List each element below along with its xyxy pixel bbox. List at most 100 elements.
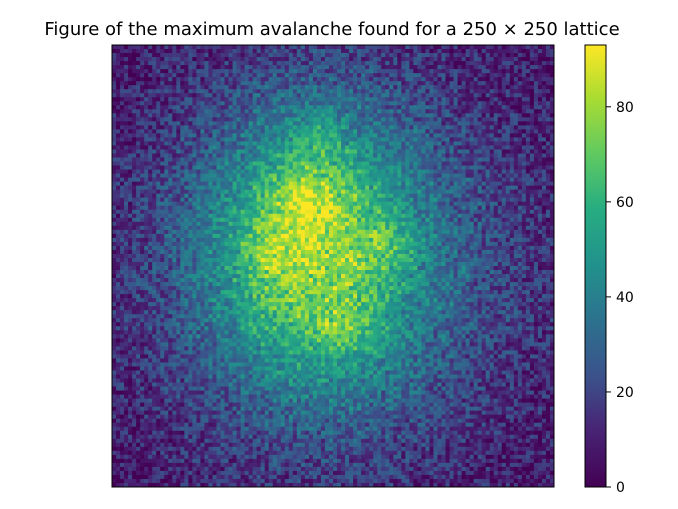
heatmap-cell [469, 181, 475, 187]
heatmap-cell [176, 109, 181, 114]
heatmap-cell [240, 181, 245, 187]
heatmap-cell [385, 137, 390, 142]
heatmap-cell [461, 185, 466, 191]
heatmap-cell [481, 209, 487, 215]
heatmap-cell [433, 133, 438, 138]
heatmap-cell [160, 161, 165, 166]
heatmap-cell [316, 213, 322, 219]
heatmap-cell [112, 221, 117, 227]
heatmap-cell [244, 145, 250, 150]
heatmap-cell [212, 157, 217, 162]
heatmap-cell [176, 177, 181, 183]
heatmap-cell [304, 137, 310, 142]
heatmap-cell [497, 161, 503, 166]
heatmap-cell [132, 149, 137, 154]
heatmap-cell [525, 81, 531, 86]
heatmap-cell [477, 45, 483, 50]
heatmap-cell [453, 205, 458, 211]
heatmap-cell [260, 133, 266, 138]
heatmap-cell [284, 61, 290, 66]
heatmap-cell [349, 89, 354, 94]
heatmap-cell [192, 217, 197, 223]
heatmap-cell [172, 109, 177, 114]
heatmap-cell [264, 193, 270, 199]
heatmap-cell [461, 157, 466, 162]
heatmap-cell [537, 125, 543, 130]
heatmap-cell [357, 149, 362, 154]
heatmap-cell [517, 145, 523, 150]
heatmap-cell [405, 161, 410, 166]
heatmap-cell [369, 145, 374, 150]
heatmap-cell [244, 117, 250, 122]
heatmap-cell [429, 73, 434, 78]
heatmap-cell [204, 93, 209, 98]
heatmap-cell [284, 177, 290, 183]
heatmap-cell [144, 197, 149, 203]
heatmap-cell [361, 221, 366, 227]
heatmap-cell [345, 177, 350, 183]
heatmap-cell [236, 141, 241, 146]
heatmap-cell [389, 209, 394, 215]
heatmap-cell [537, 157, 543, 162]
heatmap-cell [333, 197, 338, 203]
heatmap-cell [353, 133, 358, 138]
heatmap-cell [497, 141, 503, 146]
heatmap-cell [409, 45, 414, 50]
heatmap-cell [292, 157, 298, 162]
heatmap-cell [409, 213, 414, 219]
heatmap-cell [220, 225, 225, 231]
heatmap-cell [373, 177, 378, 183]
heatmap-cell [537, 173, 543, 178]
heatmap-cell [433, 73, 438, 78]
heatmap-cell [228, 205, 233, 211]
heatmap-cell [449, 93, 454, 98]
heatmap-cell [465, 125, 471, 130]
heatmap-cell [232, 181, 237, 187]
heatmap-cell [288, 65, 294, 70]
heatmap-cell [517, 97, 523, 102]
heatmap-cell [272, 45, 278, 50]
heatmap-cell [156, 209, 161, 215]
heatmap-cell [457, 137, 462, 142]
heatmap-cell [333, 85, 338, 90]
heatmap-cell [421, 101, 426, 106]
heatmap-cell [449, 117, 454, 122]
heatmap-cell [316, 133, 322, 138]
heatmap-cell [493, 61, 499, 66]
heatmap-cell [172, 157, 177, 162]
heatmap-cell [180, 181, 185, 187]
heatmap-cell [208, 217, 213, 223]
heatmap-cell [244, 113, 250, 118]
heatmap-cell [116, 105, 121, 110]
heatmap-cell [501, 173, 507, 178]
heatmap-cell [533, 201, 539, 207]
heatmap-cell [505, 77, 511, 82]
heatmap-cell [276, 117, 282, 122]
heatmap-cell [180, 141, 185, 146]
heatmap-cell [493, 181, 499, 187]
heatmap-cell [164, 105, 169, 110]
heatmap-cell [345, 181, 350, 187]
heatmap-cell [200, 221, 205, 227]
heatmap-cell [545, 153, 551, 158]
heatmap-cell [176, 149, 181, 154]
heatmap-cell [204, 169, 209, 174]
heatmap-cell [429, 117, 434, 122]
heatmap-cell [252, 209, 258, 215]
heatmap-cell [124, 73, 129, 78]
heatmap-cell [389, 193, 394, 199]
heatmap-cell [425, 81, 430, 86]
heatmap-cell [136, 157, 141, 162]
heatmap-cell [176, 153, 181, 158]
heatmap-cell [433, 221, 438, 227]
heatmap-cell [349, 81, 354, 86]
heatmap-cell [136, 209, 141, 215]
heatmap-cell [292, 201, 298, 207]
heatmap-cell [272, 137, 278, 142]
heatmap-cell [300, 49, 306, 54]
heatmap-cell [148, 49, 153, 54]
heatmap-cell [409, 205, 414, 211]
heatmap-cell [433, 149, 438, 154]
heatmap-cell [373, 93, 378, 98]
heatmap-cell [453, 45, 458, 50]
